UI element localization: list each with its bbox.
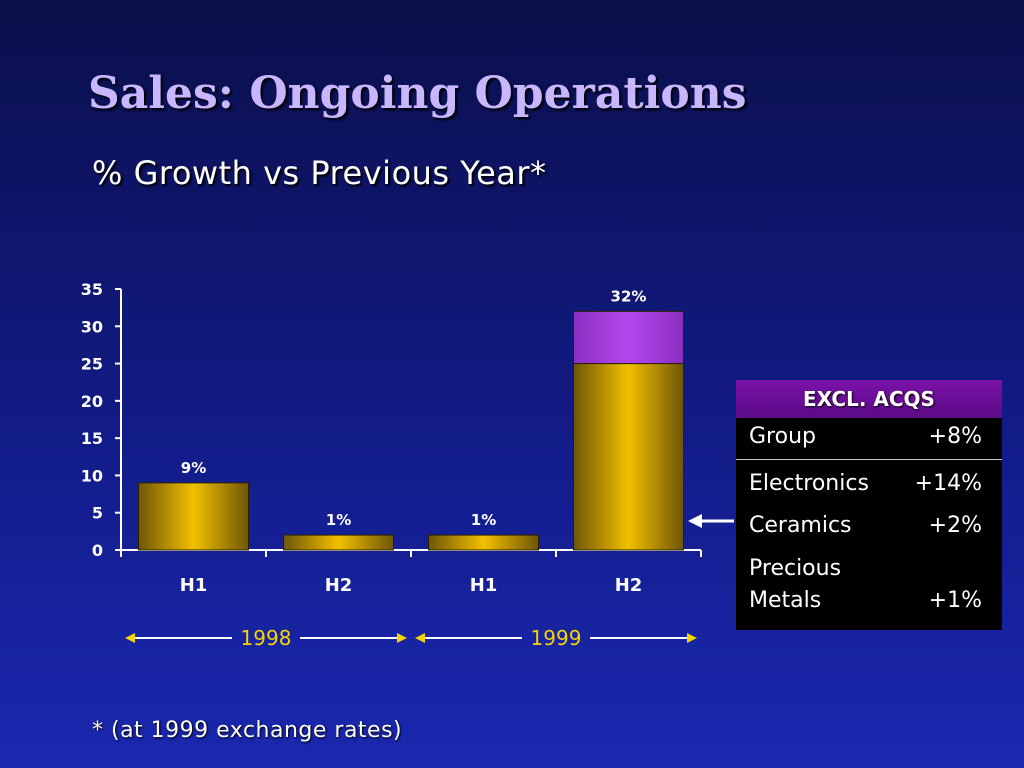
x-tick-label: H1 [180,575,208,596]
panel-header: EXCL. ACQS [736,380,1002,418]
x-tick-label: H2 [615,575,643,596]
year-group-label: 1999 [531,626,582,650]
y-tick-label: 35 [81,280,103,299]
bar-data-label: 32% [611,287,647,305]
panel-row-label: Precious [749,556,842,581]
bar-data-label: 1% [471,511,496,529]
panel-row-value: +2% [928,513,982,538]
y-tick-label: 5 [92,504,103,523]
panel-row-label: Ceramics [749,513,852,538]
y-tick-label: 10 [81,466,103,485]
bar [283,534,394,551]
page-subtitle: % Growth vs Previous Year* [92,154,547,192]
bar [428,534,539,551]
y-tick-label: 25 [81,355,103,374]
panel-row-value: +14% [914,471,982,496]
year-arrow-head [687,633,697,643]
bar-data-label: 9% [181,459,206,477]
panel-row-label: Metals [749,588,822,613]
y-tick-label: 0 [92,541,103,560]
x-tick-label: H1 [470,575,498,596]
x-tick-label: H2 [325,575,353,596]
excl-acqs-panel: EXCL. ACQS Group +8% Electronics +14% Ce… [736,380,1002,630]
page-title: Sales: Ongoing Operations [88,68,747,119]
y-tick-label: 20 [81,392,103,411]
bar [573,363,684,551]
bar-data-label: 1% [326,511,351,529]
year-group-label: 1998 [241,626,292,650]
bar [138,482,249,551]
year-arrow-head [415,633,425,643]
year-arrow-head [397,633,407,643]
pointer-arrow-head [688,514,702,528]
year-arrow-head [125,633,135,643]
footnote: * (at 1999 exchange rates) [92,718,403,743]
panel-row-value: +1% [928,588,982,613]
panel-row-label: Electronics [749,471,869,496]
y-tick-label: 15 [81,429,103,448]
bar-acquisitions-segment [573,310,684,365]
panel-row-label: Group [749,424,816,449]
panel-row-value: +8% [928,424,982,449]
panel-divider [736,459,1002,460]
y-tick-label: 30 [81,317,103,336]
